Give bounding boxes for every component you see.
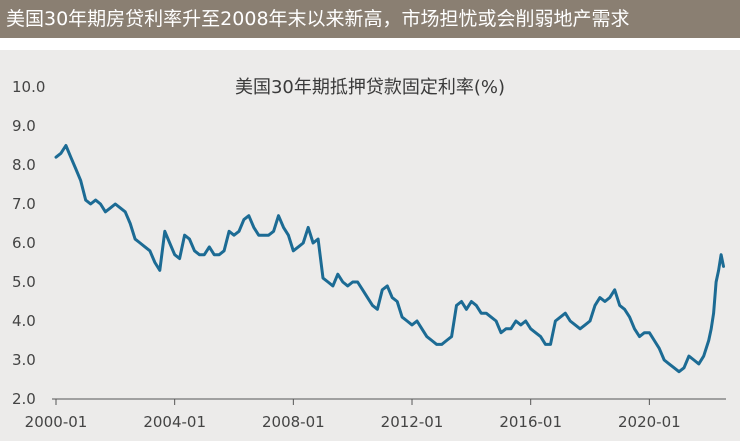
x-tick-label: 2000-01 <box>25 413 88 431</box>
y-tick-label: 7.0 <box>12 195 36 213</box>
x-tick-label: 2012-01 <box>381 413 444 431</box>
y-tick-label: 10.0 <box>12 78 45 96</box>
chart-title: 美国30年期抵押贷款固定利率(%) <box>235 77 505 98</box>
x-tick-label: 2020-01 <box>618 413 681 431</box>
y-tick-label: 2.0 <box>12 390 36 408</box>
headline-banner: 美国30年期房贷利率升至2008年末以来新高，市场担忧或会削弱地产需求 <box>0 0 740 38</box>
y-tick-label: 6.0 <box>12 234 36 252</box>
chart-panel: 美国30年期抵押贷款固定利率(%) 2.0 3.0 4.0 5.0 6.0 7.0 8.0 9… <box>0 50 740 441</box>
y-tick-label: 9.0 <box>12 117 36 135</box>
y-tick-label: 5.0 <box>12 273 36 291</box>
x-axis: 2000-01 2004-01 2008-01 2012-01 2016-01 2020-… <box>25 399 681 431</box>
y-tick-label: 8.0 <box>12 156 36 174</box>
y-tick-label: 4.0 <box>12 312 36 330</box>
x-tick-label: 2004-01 <box>143 413 206 431</box>
series-line <box>54 144 725 374</box>
x-tick-label: 2016-01 <box>499 413 562 431</box>
x-tick-label: 2008-01 <box>262 413 325 431</box>
y-tick-label: 3.0 <box>12 351 36 369</box>
chart-svg: 美国30年期抵押贷款固定利率(%) 2.0 3.0 4.0 5.0 6.0 7.0 8.0 9… <box>12 77 726 431</box>
y-axis: 2.0 3.0 4.0 5.0 6.0 7.0 8.0 9.0 10.0 <box>12 78 45 408</box>
